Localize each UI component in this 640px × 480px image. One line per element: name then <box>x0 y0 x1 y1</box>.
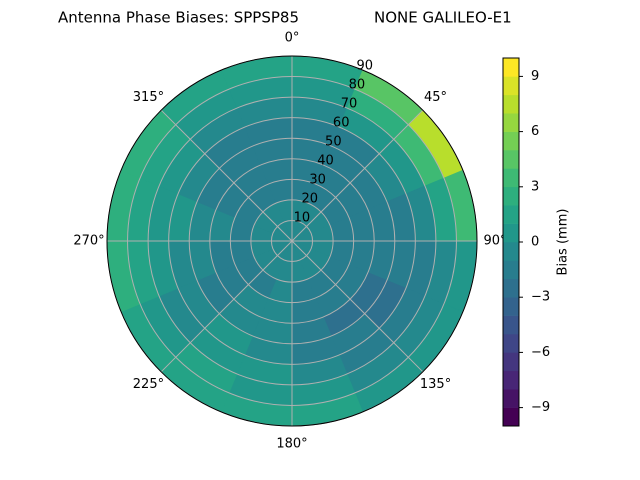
colorbar-band <box>503 94 519 114</box>
chart-subtitle: NONE GALILEO-E1 <box>374 9 512 27</box>
colorbar-band <box>503 76 519 96</box>
colorbar-band <box>503 186 519 206</box>
colorbar-label: Bias (mm) <box>556 209 571 276</box>
r-tick-label: 90 <box>357 59 374 74</box>
r-tick-label: 40 <box>317 154 334 169</box>
grid-spoke <box>160 240 293 373</box>
colorbar-band <box>503 297 519 316</box>
r-tick-label: 80 <box>349 78 366 93</box>
theta-tick-label: 270° <box>73 234 104 249</box>
colorbar-band <box>503 150 519 169</box>
colorbar-band <box>503 389 519 408</box>
grid-spoke <box>160 109 293 242</box>
theta-tick-label: 225° <box>133 377 164 392</box>
colorbar-tick-label: 3 <box>531 179 539 194</box>
colorbar-band <box>503 131 519 151</box>
theta-tick-label: 315° <box>133 90 164 105</box>
colorbar-band <box>503 370 519 390</box>
theta-tick-label: 180° <box>276 437 307 452</box>
theta-tick-label: 45° <box>424 90 447 105</box>
colorbar-band <box>503 407 519 427</box>
colorbar-band <box>503 242 519 261</box>
polar-frame <box>106 55 478 427</box>
colorbar-tick-label: 0 <box>531 235 539 250</box>
colorbar-tick-label: −9 <box>531 400 550 415</box>
colorbar-band <box>503 223 519 243</box>
r-tick-label: 50 <box>325 135 342 150</box>
colorbar-tick-label: −6 <box>531 345 550 360</box>
theta-tick-label: 90° <box>483 234 506 249</box>
colorbar-band <box>503 315 519 335</box>
colorbar-band <box>503 168 519 188</box>
r-tick-label: 70 <box>341 97 358 112</box>
colorbar-tick-label: −3 <box>531 290 550 305</box>
colorbar-band <box>503 260 519 280</box>
polar-plot: 10 20 30 40 50 60 70 80 90 0° 45° 90° 135° 180° 225° 27… <box>73 31 506 452</box>
colorbar-tick-label: 6 <box>531 124 539 139</box>
r-tick-label: 10 <box>294 211 311 226</box>
colorbar-band <box>503 352 519 372</box>
r-tick-label: 30 <box>309 173 326 188</box>
colorbar-band <box>503 334 519 353</box>
r-tick-label: 20 <box>301 192 318 207</box>
colorbar-band <box>503 58 519 77</box>
colorbar-band <box>503 113 519 132</box>
colorbar-band <box>503 278 519 298</box>
r-tick-label: 60 <box>333 116 350 131</box>
grid-spoke <box>291 109 424 242</box>
colorbar-tick-label: 9 <box>531 69 539 84</box>
chart-title: Antenna Phase Biases: SPPSP85 <box>58 9 299 27</box>
colorbar: −9 −6 −3 0 3 6 9 Bias (mm) <box>502 57 571 427</box>
colorbar-band <box>503 205 519 224</box>
grid-spoke <box>291 240 424 373</box>
theta-tick-label: 0° <box>285 31 300 46</box>
theta-tick-label: 135° <box>420 377 451 392</box>
